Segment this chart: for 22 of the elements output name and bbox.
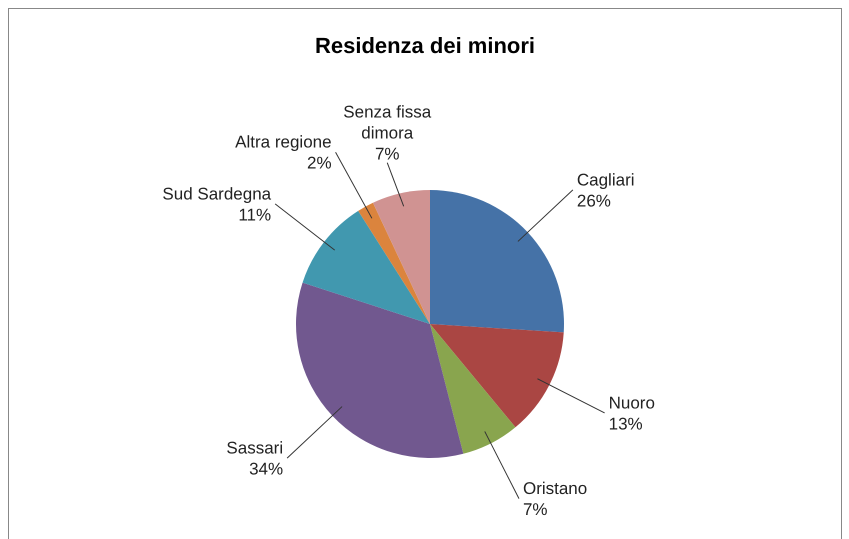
data-label: 7% xyxy=(374,144,400,164)
pie-slice xyxy=(430,324,564,428)
pie-slice xyxy=(358,202,430,324)
pie-slice xyxy=(296,282,464,458)
data-label: 13% xyxy=(608,414,643,433)
chart-title: Residenza dei minori xyxy=(314,33,536,59)
slice-label: Sassari xyxy=(226,438,284,458)
data-label: 26% xyxy=(576,190,611,210)
slice-label: Nuoro xyxy=(608,392,655,412)
data-label: 11% xyxy=(238,204,272,224)
pie-slice xyxy=(430,324,516,454)
pie-slice xyxy=(430,190,564,332)
slice-label: Oristano xyxy=(522,478,588,498)
pie-slice xyxy=(372,190,430,324)
data-label: 34% xyxy=(249,459,284,478)
slice-label: Cagliari xyxy=(576,170,635,189)
slice-label: Altra regione xyxy=(235,132,332,152)
pie-slice xyxy=(302,210,430,324)
data-label: 2% xyxy=(307,153,332,172)
slice-label: Sud Sardegna xyxy=(162,184,272,203)
slice-label: Senza fissa dimora xyxy=(343,102,432,142)
data-label: 7% xyxy=(522,500,548,519)
